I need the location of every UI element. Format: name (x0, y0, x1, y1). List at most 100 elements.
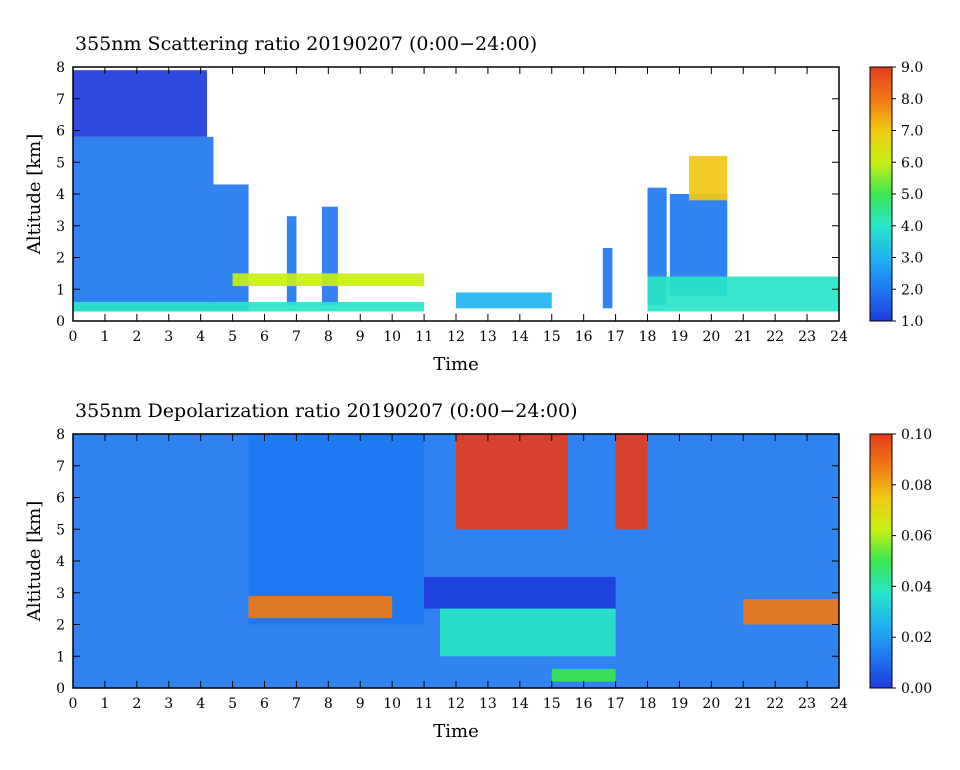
heatmap-cell (321, 206, 338, 306)
y-tick-label: 8 (56, 427, 65, 443)
heatmap-cell (248, 434, 425, 625)
x-tick-label: 24 (830, 696, 848, 712)
heatmap-cell (456, 434, 568, 530)
colorbar-tick-label: 0.06 (901, 529, 932, 545)
x-tick-label: 16 (575, 696, 593, 712)
y-tick-label: 0 (56, 314, 65, 330)
x-tick-label: 23 (798, 696, 816, 712)
x-tick-label: 15 (543, 329, 561, 345)
colorbar-tick-label: 8.0 (901, 92, 923, 108)
y-tick-label: 4 (56, 187, 65, 203)
heatmap-cell (73, 136, 214, 312)
y-tick-label: 3 (56, 586, 65, 602)
y-tick-label: 8 (56, 60, 65, 76)
x-tick-label: 10 (383, 329, 401, 345)
x-tick-label: 17 (607, 329, 625, 345)
heatmap-cell (615, 434, 648, 530)
x-tick-label: 8 (324, 329, 333, 345)
heatmap-cell (424, 576, 616, 609)
colorbar-2 (869, 433, 893, 689)
colorbar-ticks-2: 0.00 0.02 0.04 0.06 0.08 0.10 (892, 427, 932, 697)
heatmap-cell (743, 599, 839, 625)
chart-panel-2: 355nm Depolarization ratio 20190207 (0:0… (24, 400, 932, 742)
heatmap-cells-1 (73, 70, 839, 312)
x-tick-label: 9 (356, 696, 365, 712)
x-tick-label: 1 (100, 329, 109, 345)
heatmap-cell (440, 608, 616, 657)
x-tick-label: 16 (575, 329, 593, 345)
colorbar-tick-label: 2.0 (901, 282, 923, 298)
heatmap-cell (213, 184, 249, 312)
y-tick-label: 1 (56, 649, 65, 665)
x-tick-label: 3 (164, 696, 173, 712)
x-tick-label: 7 (292, 329, 301, 345)
heatmap-cell (551, 668, 616, 682)
colorbar-tick-label: 0.04 (901, 579, 932, 595)
x-tick-label: 24 (830, 329, 848, 345)
x-tick-label: 21 (734, 329, 752, 345)
x-tick-label: 20 (702, 696, 720, 712)
x-tick-label: 5 (228, 696, 237, 712)
x-tick-label: 10 (383, 696, 401, 712)
x-tick-label: 2 (132, 696, 141, 712)
y-tick-label: 7 (56, 459, 65, 475)
x-tick-label: 4 (196, 329, 205, 345)
x-tick-label: 2 (132, 329, 141, 345)
y-tick-label: 2 (56, 251, 65, 267)
colorbar-tick-label: 7.0 (901, 124, 923, 140)
x-tick-label: 11 (415, 329, 433, 345)
x-axis-label-2: Time (433, 721, 478, 742)
heatmap-cell (248, 595, 393, 619)
x-tick-label: 15 (543, 696, 561, 712)
x-tick-label: 11 (415, 696, 433, 712)
x-tick-label: 3 (164, 329, 173, 345)
chart-title-2: 355nm Depolarization ratio 20190207 (0:0… (75, 400, 577, 422)
y-tick-label: 6 (56, 491, 65, 507)
y-tick-label: 5 (56, 522, 65, 538)
x-tick-label: 18 (639, 696, 657, 712)
x-tick-label: 14 (511, 329, 529, 345)
y-tick-label: 5 (56, 155, 65, 171)
chart-title-1: 355nm Scattering ratio 20190207 (0:00−24… (75, 33, 537, 55)
heatmap-cell (647, 187, 667, 306)
x-tick-label: 8 (324, 696, 333, 712)
x-tick-label: 5 (228, 329, 237, 345)
colorbar-tick-label: 0.02 (901, 630, 932, 646)
x-tick-label: 13 (479, 696, 497, 712)
x-tick-label: 20 (702, 329, 720, 345)
x-tick-label: 22 (766, 696, 784, 712)
x-tick-label: 12 (447, 696, 465, 712)
y-tick-label: 7 (56, 92, 65, 108)
x-tick-label: 14 (511, 696, 529, 712)
heatmap-cell (286, 216, 297, 306)
colorbar-tick-label: 0.10 (901, 427, 932, 443)
heatmap-cell (232, 273, 425, 287)
colorbar-tick-label: 6.0 (901, 155, 923, 171)
x-tick-label: 0 (69, 696, 78, 712)
y-tick-label: 0 (56, 681, 65, 697)
heatmap-cells-2 (73, 434, 839, 688)
x-tick-label: 0 (69, 329, 78, 345)
heatmap-cell (73, 70, 208, 137)
y-tick-label: 1 (56, 282, 65, 298)
heatmap-cell (688, 155, 728, 201)
axis-ticks-1: 0 1 2 3 4 5 6 7 8 9 10 11 12 13 14 15 16 17 18 19 20 21 22 23 24… (56, 60, 848, 345)
colorbar-tick-label: 5.0 (901, 187, 923, 203)
x-tick-label: 23 (798, 329, 816, 345)
y-tick-label: 6 (56, 124, 65, 140)
x-tick-label: 19 (671, 696, 689, 712)
x-tick-label: 6 (260, 329, 269, 345)
y-axis-label-1: Altitude [km] (24, 134, 45, 256)
x-tick-label: 4 (196, 696, 205, 712)
colorbar-tick-label: 9.0 (901, 60, 923, 76)
x-tick-label: 7 (292, 696, 301, 712)
heatmap-cell (456, 292, 552, 309)
x-tick-label: 9 (356, 329, 365, 345)
heatmap-cell (73, 301, 425, 312)
x-tick-label: 12 (447, 329, 465, 345)
x-tick-label: 17 (607, 696, 625, 712)
colorbar-ticks-1: 1.0 2.0 3.0 4.0 5.0 6.0 7.0 8.0 9.0 (892, 60, 923, 330)
colorbar-tick-label: 0.08 (901, 478, 932, 494)
axis-ticks-2: 0 1 2 3 4 5 6 7 8 9 10 11 12 13 14 15 16 17 18 19 20 21 22 23 24… (56, 427, 848, 712)
